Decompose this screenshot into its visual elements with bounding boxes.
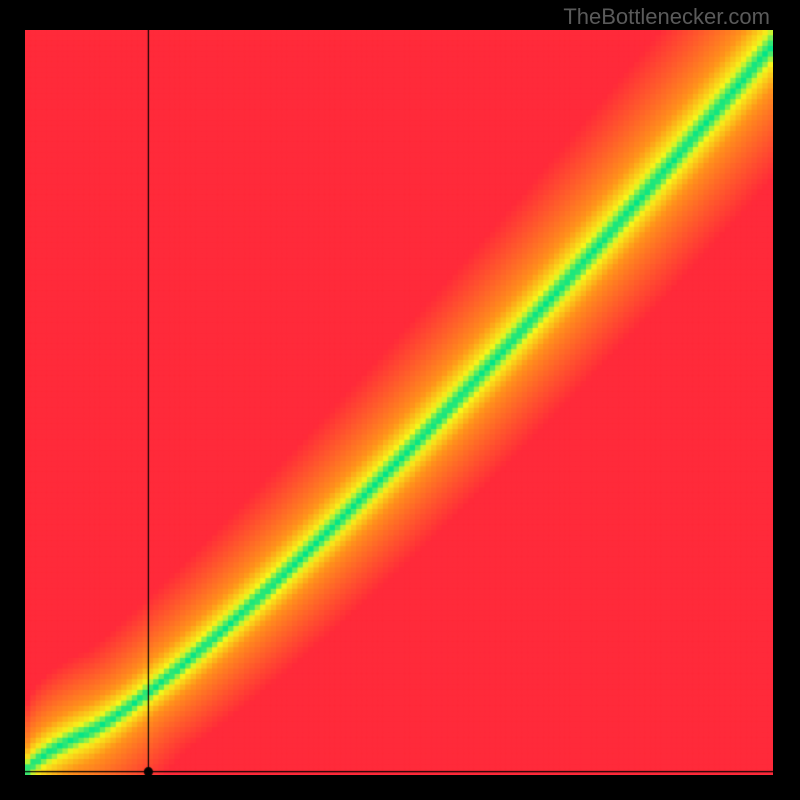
watermark-text: TheBottlenecker.com [563, 4, 770, 30]
chart-frame: TheBottlenecker.com [0, 0, 800, 800]
crosshair-overlay [25, 30, 773, 775]
